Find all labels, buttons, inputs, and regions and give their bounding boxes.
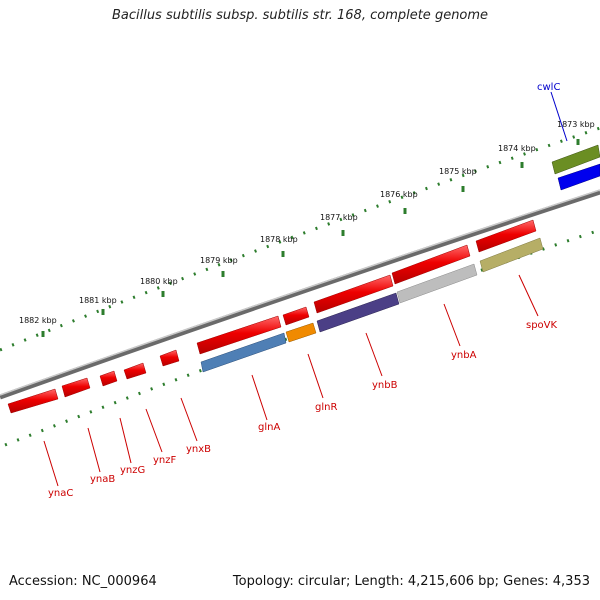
leader-line	[518, 274, 539, 317]
kbp-label: 1879 kbp	[200, 256, 238, 265]
kbp-labels: 1882 kbp 1881 kbp 1880 kbp 1879 kbp 1878…	[19, 120, 595, 325]
gene-label-ynzF[interactable]: ynzF	[153, 455, 177, 466]
kbp-label: 1874 kbp	[498, 144, 536, 153]
leader-line	[145, 408, 163, 453]
gene-arrow-glnA[interactable]	[196, 315, 282, 355]
kbp-label: 1875 kbp	[439, 167, 477, 176]
kbp-label: 1882 kbp	[19, 316, 57, 325]
feature-bars	[200, 144, 600, 373]
feature-ynbB[interactable]	[316, 292, 400, 333]
feature-cwlC-bottom[interactable]	[557, 163, 600, 191]
gene-label-ynxB[interactable]: ynxB	[186, 444, 211, 455]
gene-arrow-ynzG[interactable]	[99, 370, 118, 387]
gene-label-ynbA[interactable]: ynbA	[451, 350, 477, 361]
gene-arrow-ynbA[interactable]	[391, 244, 471, 285]
gene-label-cwlC[interactable]: cwlC	[537, 82, 560, 93]
leader-line	[119, 417, 132, 464]
kbp-label: 1873 kbp	[557, 120, 595, 129]
gene-label-glnR[interactable]: glnR	[315, 402, 337, 413]
gene-label-spoVK[interactable]: spoVK	[526, 320, 558, 331]
feature-spoVK[interactable]	[479, 237, 544, 273]
leader-line	[443, 303, 461, 347]
gene-arrow-ynaB[interactable]	[61, 377, 91, 398]
leader-line	[365, 332, 383, 377]
leader-line	[307, 353, 324, 399]
gene-arrow-ynaC[interactable]	[7, 388, 59, 414]
gene-label-ynbB[interactable]: ynbB	[372, 380, 398, 391]
gene-arrows	[7, 219, 537, 414]
kbp-label: 1881 kbp	[79, 296, 117, 305]
gene-arrow-ynzF[interactable]	[123, 362, 147, 380]
feature-glnR[interactable]	[285, 322, 317, 343]
feature-ynbA[interactable]	[396, 263, 478, 304]
leader-line	[87, 427, 101, 473]
kbp-label: 1877 kbp	[320, 213, 358, 222]
kbp-label: 1876 kbp	[380, 190, 418, 199]
feature-glnA[interactable]	[200, 332, 287, 373]
gene-label-ynaB[interactable]: ynaB	[90, 474, 115, 485]
leader-lines	[43, 274, 539, 487]
gene-arrow-ynbB[interactable]	[313, 274, 394, 314]
leader-line-cwlC	[550, 91, 568, 142]
major-ticks	[41, 139, 580, 337]
accession-text: Accession: NC_000964	[9, 574, 157, 589]
leader-line	[43, 440, 59, 487]
gene-label-glnA[interactable]: glnA	[258, 422, 280, 433]
leader-line	[180, 397, 198, 442]
gene-arrow-ynxB[interactable]	[159, 349, 180, 367]
kbp-label: 1878 kbp	[260, 235, 298, 244]
genome-backbone	[0, 189, 600, 400]
gene-arrow-spoVK[interactable]	[475, 219, 537, 253]
kbp-label: 1880 kbp	[140, 277, 178, 286]
genome-info-text: Topology: circular; Length: 4,215,606 bp…	[232, 574, 590, 589]
gene-labels: ynaC ynaB ynzG ynzF ynxB glnA glnR ynbB …	[48, 82, 560, 499]
leader-line	[251, 374, 268, 421]
map-title: Bacillus subtilis subsp. subtilis str. 1…	[111, 8, 489, 23]
gene-label-ynzG[interactable]: ynzG	[120, 465, 145, 476]
gene-arrow-glnR[interactable]	[282, 306, 310, 326]
feature-cwlC-top[interactable]	[551, 144, 600, 175]
gene-label-ynaC[interactable]: ynaC	[48, 488, 73, 499]
